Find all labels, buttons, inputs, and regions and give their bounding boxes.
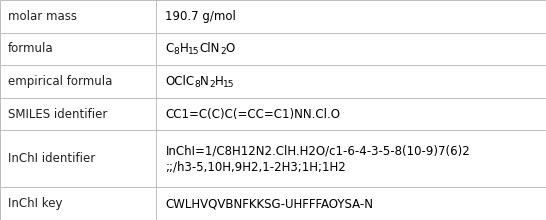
Text: ;;/h3-5,10H,9H2,1-2H3;1H;1H2: ;;/h3-5,10H,9H2,1-2H3;1H;1H2 xyxy=(165,160,346,173)
Text: 15: 15 xyxy=(223,80,235,89)
Text: 8: 8 xyxy=(194,80,200,89)
Text: InChI identifier: InChI identifier xyxy=(8,152,96,165)
Text: N: N xyxy=(200,75,209,88)
Text: OClC: OClC xyxy=(165,75,194,88)
Text: 2: 2 xyxy=(220,47,225,56)
Text: 15: 15 xyxy=(188,47,200,56)
Text: molar mass: molar mass xyxy=(8,10,77,23)
Text: 8: 8 xyxy=(174,47,180,56)
Text: CC1=C(C)C(=CC=C1)NN.Cl.O: CC1=C(C)C(=CC=C1)NN.Cl.O xyxy=(165,108,341,121)
Text: empirical formula: empirical formula xyxy=(8,75,112,88)
Text: C: C xyxy=(165,42,174,55)
Text: CWLHVQVBNFKKSG-UHFFFAOYSA-N: CWLHVQVBNFKKSG-UHFFFAOYSA-N xyxy=(165,197,373,210)
Text: H: H xyxy=(180,42,188,55)
Text: InChI=1/C8H12N2.ClH.H2O/c1-6-4-3-5-8(10-9)7(6)2: InChI=1/C8H12N2.ClH.H2O/c1-6-4-3-5-8(10-… xyxy=(165,144,470,157)
Text: H: H xyxy=(215,75,223,88)
Text: 2: 2 xyxy=(209,80,215,89)
Text: 190.7 g/mol: 190.7 g/mol xyxy=(165,10,236,23)
Text: O: O xyxy=(225,42,235,55)
Text: formula: formula xyxy=(8,42,54,55)
Text: ClN: ClN xyxy=(200,42,220,55)
Text: InChI key: InChI key xyxy=(8,197,63,210)
Text: SMILES identifier: SMILES identifier xyxy=(8,108,108,121)
